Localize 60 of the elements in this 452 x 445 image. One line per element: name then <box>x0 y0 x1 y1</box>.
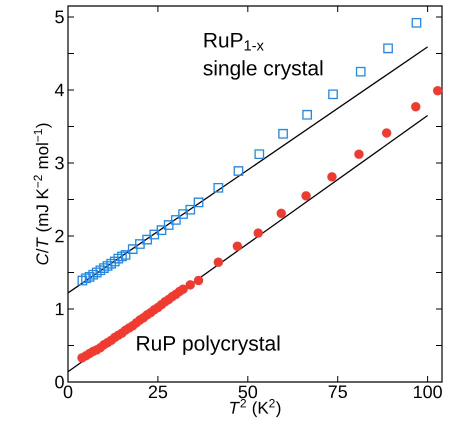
point <box>194 276 204 286</box>
x-tick-label: 25 <box>148 386 168 398</box>
point <box>301 191 311 200</box>
x-tick-label: 0 <box>64 386 72 398</box>
point <box>328 89 338 100</box>
point <box>120 250 130 260</box>
point <box>185 204 196 215</box>
y-tick-label: 5 <box>55 10 64 24</box>
annotation: single crystal <box>203 60 322 80</box>
point <box>383 43 393 54</box>
point <box>114 254 124 264</box>
point <box>214 258 223 267</box>
point <box>92 268 102 278</box>
y-tick-label: 1 <box>56 302 64 316</box>
point <box>135 239 145 249</box>
point <box>411 102 420 112</box>
x-axis-title: T$^{2}$ (K$^{2}$) <box>230 399 280 418</box>
point <box>117 252 127 262</box>
y-tick-label: 0 <box>55 376 64 388</box>
point <box>186 280 195 290</box>
point <box>234 166 244 176</box>
point <box>412 18 422 28</box>
point <box>106 258 116 269</box>
point <box>81 273 91 284</box>
point <box>110 256 120 266</box>
point <box>178 284 188 294</box>
point <box>232 242 242 251</box>
y-tick-label: 2 <box>55 230 64 242</box>
y-tick-label: 3 <box>55 156 64 170</box>
point <box>356 66 366 77</box>
point <box>128 244 138 254</box>
point <box>88 270 98 280</box>
x-tick-label: 75 <box>328 386 347 398</box>
point <box>254 149 264 160</box>
point <box>142 234 152 244</box>
point <box>433 86 442 96</box>
point <box>78 276 88 286</box>
point <box>302 110 312 120</box>
y-tick-label: 4 <box>54 84 64 96</box>
x-tick-label: 100 <box>414 386 442 398</box>
point <box>178 209 188 219</box>
point <box>84 272 94 282</box>
point <box>254 228 263 238</box>
point <box>96 265 106 276</box>
x-tick-label: 50 <box>238 386 258 398</box>
point <box>156 225 166 235</box>
point <box>354 150 364 159</box>
point <box>382 128 392 138</box>
point <box>327 172 337 182</box>
point <box>149 230 160 240</box>
point <box>171 215 181 225</box>
point <box>99 263 109 273</box>
annotation: RuP$_{1-x}$ <box>204 32 264 50</box>
annotation: RuP polycrystal <box>137 335 280 355</box>
point <box>276 208 286 218</box>
point <box>278 128 288 139</box>
point <box>164 220 174 230</box>
point <box>102 261 112 271</box>
point <box>194 198 204 208</box>
point <box>213 182 224 193</box>
